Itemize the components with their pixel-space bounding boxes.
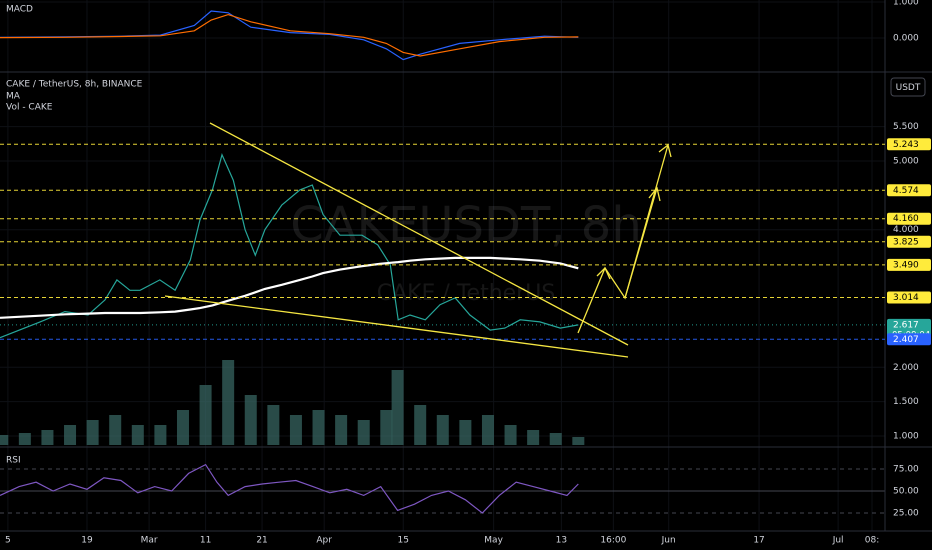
y-tick-label: 2.000 bbox=[893, 363, 919, 373]
y-tick-label: 1.000 bbox=[893, 0, 919, 8]
volume-bar bbox=[131, 425, 144, 445]
volume-bar bbox=[391, 370, 404, 445]
y-tick-label: 0.000 bbox=[893, 33, 919, 43]
x-tick-label: 13 bbox=[556, 536, 567, 546]
y-tick-label: 1.500 bbox=[893, 397, 919, 407]
volume-bar bbox=[18, 433, 31, 445]
volume-bar bbox=[459, 420, 472, 445]
volume-bar bbox=[289, 415, 302, 445]
volume-bar bbox=[199, 385, 212, 445]
grid bbox=[0, 0, 885, 531]
volume-bar bbox=[0, 435, 9, 445]
trendline bbox=[209, 122, 629, 346]
y-tick-label: 1.000 bbox=[893, 432, 919, 442]
projection-path bbox=[624, 187, 658, 299]
level-label: 5.243 bbox=[893, 140, 919, 150]
level-label: 3.490 bbox=[893, 260, 919, 270]
volume-bar bbox=[109, 415, 122, 445]
trendline bbox=[164, 295, 629, 358]
level-label: 4.160 bbox=[893, 214, 919, 224]
axes: 5 19 Mar 11 21 Apr 15 May 13 16:00 Jun 17 Jul 08: 5.50… bbox=[5, 0, 931, 546]
x-tick-label: Apr bbox=[316, 536, 332, 546]
series-line bbox=[0, 256, 579, 319]
level-label: 3.014 bbox=[893, 293, 919, 303]
x-tick-label: 21 bbox=[256, 536, 267, 546]
volume-bar bbox=[244, 395, 257, 445]
level-label-box bbox=[887, 333, 931, 346]
x-tick-label: May bbox=[484, 536, 503, 546]
volume-bar bbox=[572, 437, 585, 445]
indicator-label: Vol - CAKE bbox=[6, 103, 53, 113]
level-label-box bbox=[887, 258, 931, 271]
x-tick-label: 17 bbox=[753, 536, 764, 546]
indicator-label: MA bbox=[6, 92, 21, 102]
level-label: 3.825 bbox=[893, 237, 919, 247]
y-tick-label: 25.00 bbox=[893, 509, 919, 519]
volume-bar bbox=[380, 410, 393, 445]
projection-path bbox=[577, 144, 669, 334]
series-line bbox=[0, 153, 579, 339]
volume-bar bbox=[436, 415, 449, 445]
volume-bar bbox=[267, 405, 280, 445]
panel-title: MACD bbox=[6, 5, 33, 15]
watermark-subtitle: CAKE / TetherUS bbox=[377, 281, 556, 306]
x-tick-label: 19 bbox=[81, 536, 93, 546]
drawings bbox=[164, 122, 672, 358]
level-label-box bbox=[887, 291, 931, 304]
level-label: 2.617 bbox=[893, 320, 919, 330]
volume-bar bbox=[504, 425, 517, 445]
volume-bar bbox=[312, 410, 325, 445]
level-label: 2.407 bbox=[893, 335, 919, 345]
x-tick-label: 11 bbox=[200, 536, 211, 546]
x-tick-label: 5 bbox=[5, 536, 11, 546]
level-label-box bbox=[887, 184, 931, 197]
series-line bbox=[0, 10, 579, 61]
x-tick-label: Mar bbox=[141, 536, 158, 546]
panel-title: RSI bbox=[6, 456, 21, 466]
arrow-head bbox=[658, 143, 672, 158]
volume-bar bbox=[527, 430, 540, 445]
volume-bar bbox=[335, 415, 348, 445]
series-line bbox=[0, 463, 579, 514]
chart-title: CAKE / TetherUS, 8h, BINANCE bbox=[6, 80, 143, 90]
level-label-box bbox=[887, 138, 931, 151]
x-tick-label: 08: bbox=[865, 536, 879, 546]
level-label: 4.574 bbox=[893, 186, 919, 196]
watermark: CAKEUSDT, 8h bbox=[290, 197, 642, 253]
y-tick-label: 4.000 bbox=[893, 225, 919, 235]
x-tick-label: Jul bbox=[832, 536, 844, 546]
volume-bar bbox=[481, 415, 494, 445]
volume-bar bbox=[154, 425, 167, 445]
x-tick-label: 15 bbox=[398, 536, 409, 546]
volume-bar bbox=[176, 410, 189, 445]
y-tick-label: 50.00 bbox=[893, 487, 919, 497]
y-tick-label: 75.00 bbox=[893, 465, 919, 475]
y-tick-label: 5.500 bbox=[893, 122, 919, 132]
volume-bar bbox=[222, 360, 235, 445]
volume-bar bbox=[357, 420, 370, 445]
currency-button[interactable] bbox=[890, 77, 926, 97]
arrow-head bbox=[596, 266, 611, 280]
x-tick-label: 16:00 bbox=[600, 536, 626, 546]
volume-bar bbox=[414, 405, 427, 445]
series-line bbox=[0, 13, 579, 57]
volume-bar bbox=[41, 430, 54, 445]
marks bbox=[0, 10, 885, 514]
level-label-box bbox=[887, 212, 931, 225]
currency-label[interactable]: USDT bbox=[896, 83, 921, 93]
y-tick-label: 5.000 bbox=[893, 156, 919, 166]
volume-bar bbox=[64, 425, 77, 445]
volume-bar bbox=[86, 420, 99, 445]
level-label-box bbox=[887, 235, 931, 248]
x-tick-label: Jun bbox=[661, 536, 676, 546]
volume-bar bbox=[549, 433, 562, 445]
